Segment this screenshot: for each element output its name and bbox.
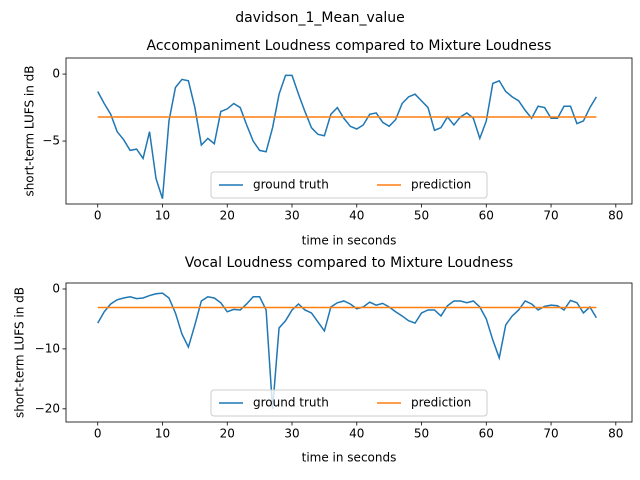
- x-tick-label: 50: [414, 427, 429, 441]
- x-tick-label: 80: [608, 209, 623, 223]
- y-tick-label: −20: [35, 401, 60, 415]
- x-tick-label: 80: [608, 427, 623, 441]
- x-tick-label: 50: [414, 209, 429, 223]
- legend-label: prediction: [411, 178, 471, 192]
- x-tick-label: 70: [543, 427, 558, 441]
- x-tick-label: 20: [220, 209, 235, 223]
- y-tick-label: −5: [42, 134, 60, 148]
- legend-box: [210, 171, 488, 199]
- x-tick-label: 30: [284, 209, 299, 223]
- y-axis-label: short-term LUFS in dB: [23, 65, 37, 196]
- x-tick-label: 20: [220, 427, 235, 441]
- data-line: [97, 292, 598, 409]
- x-tick-label: 0: [94, 427, 102, 441]
- axes-title: Vocal Loudness compared to Mixture Loudn…: [185, 255, 513, 271]
- x-tick-label: 30: [284, 427, 299, 441]
- figure-title: davidson_1_Mean_value: [235, 10, 405, 26]
- y-axis-label: short-term LUFS in dB: [13, 287, 27, 418]
- y-tick-label: 0: [52, 67, 60, 81]
- x-tick-label: 70: [543, 209, 558, 223]
- y-tick-label: 0: [52, 281, 60, 295]
- data-line: [97, 74, 598, 199]
- legend-label: ground truth: [253, 396, 329, 410]
- axes-frame: [65, 282, 633, 423]
- legend-box: [210, 389, 488, 417]
- x-axis-label: time in seconds: [302, 234, 397, 248]
- x-tick-label: 10: [155, 427, 170, 441]
- axes-title: Accompaniment Loudness compared to Mixtu…: [147, 38, 552, 54]
- x-tick-label: 10: [155, 209, 170, 223]
- y-tick-label: −10: [35, 341, 60, 355]
- x-tick-label: 0: [94, 209, 102, 223]
- axes-frame: [65, 57, 633, 205]
- x-tick-label: 60: [479, 427, 494, 441]
- legend-label: prediction: [411, 396, 471, 410]
- x-tick-label: 60: [479, 209, 494, 223]
- legend-label: ground truth: [253, 178, 329, 192]
- x-axis-label: time in seconds: [302, 451, 397, 465]
- x-tick-label: 40: [349, 427, 364, 441]
- x-tick-label: 40: [349, 209, 364, 223]
